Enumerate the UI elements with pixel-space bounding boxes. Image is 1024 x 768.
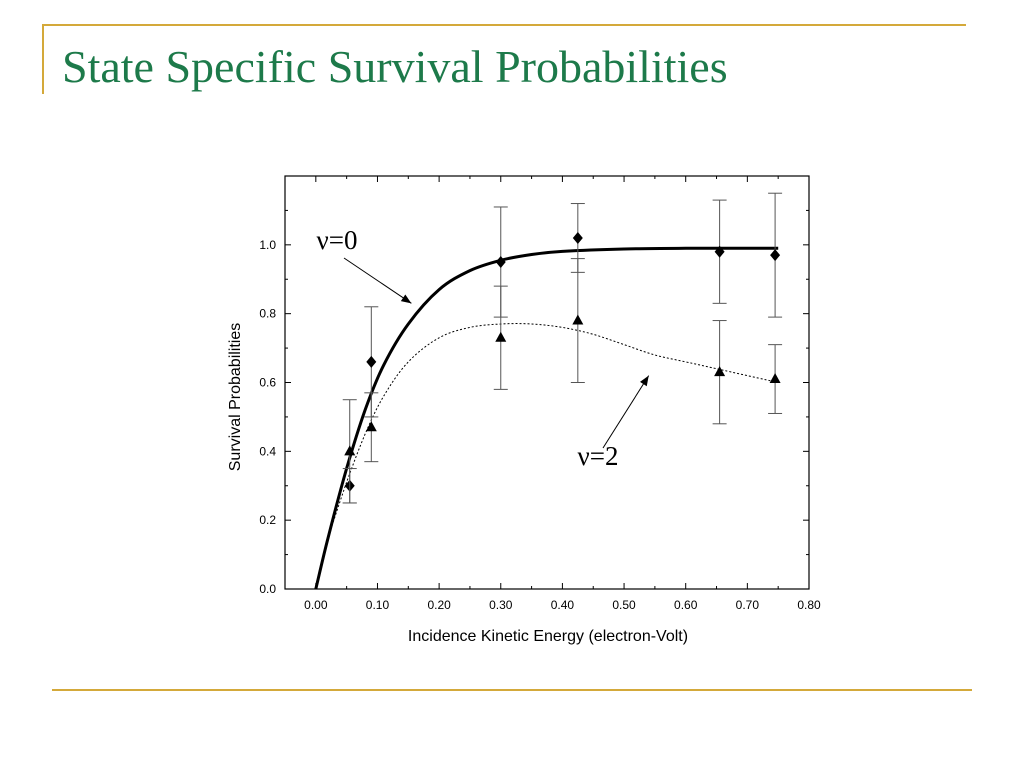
fit-curve-series-0	[314, 246, 779, 590]
y-tick-label: 0.6	[259, 376, 276, 390]
slide-title: State Specific Survival Probabilities	[62, 41, 728, 92]
x-tick-label: 0.00	[304, 598, 328, 612]
data-point-triangle	[572, 314, 584, 325]
x-tick-label: 0.60	[674, 598, 698, 612]
x-tick-label: 0.50	[612, 598, 636, 612]
y-tick-label: 1.0	[259, 238, 276, 252]
data-point-triangle	[365, 421, 377, 432]
data-point-diamond	[366, 355, 377, 368]
annotation-arrow-line	[343, 257, 412, 304]
data-point-triangle	[714, 366, 726, 377]
x-tick-label: 0.80	[797, 598, 821, 612]
annotation-arrow-head	[400, 294, 412, 304]
x-tick-label: 0.70	[736, 598, 760, 612]
annotation-arrow-line	[602, 375, 650, 449]
data-point-triangle	[769, 373, 781, 384]
annotations-layer: ν=0 ν=2	[317, 225, 650, 471]
axes-layer: 0.00 0.10 0.20 0.30 0.40 0.50 0.60 0.70 0.80 0.0 0…	[259, 176, 821, 612]
data-point-diamond	[770, 249, 781, 262]
y-tick-label: 0.4	[259, 444, 276, 458]
data-point-diamond	[495, 256, 506, 269]
fit-curve-series-1	[327, 323, 779, 538]
data-point-diamond	[572, 231, 583, 244]
annotation-arrow-head	[639, 375, 649, 387]
y-tick-label: 0.8	[259, 307, 276, 321]
x-tick-label: 0.20	[427, 598, 451, 612]
x-tick-label: 0.40	[551, 598, 575, 612]
y-axis-label: Survival Probabilities	[227, 323, 244, 472]
annotation-label: ν=0	[317, 225, 358, 255]
fit-curves-layer	[314, 246, 779, 590]
data-points-layer	[342, 192, 783, 504]
plot-frame	[284, 175, 810, 590]
data-point-diamond	[714, 245, 725, 258]
annotation-label: ν=2	[578, 441, 619, 471]
footer-accent-line	[52, 689, 972, 691]
title-accent-left-line	[42, 24, 44, 94]
y-tick-label: 0.2	[259, 513, 276, 527]
x-axis-label: Incidence Kinetic Energy (electron-Volt)	[408, 628, 688, 645]
x-tick-label: 0.30	[489, 598, 513, 612]
title-accent-top-line	[42, 24, 966, 26]
x-tick-label: 0.10	[366, 598, 390, 612]
y-tick-label: 0.0	[259, 582, 276, 596]
data-point-triangle	[495, 331, 507, 342]
data-point-triangle	[344, 445, 356, 456]
